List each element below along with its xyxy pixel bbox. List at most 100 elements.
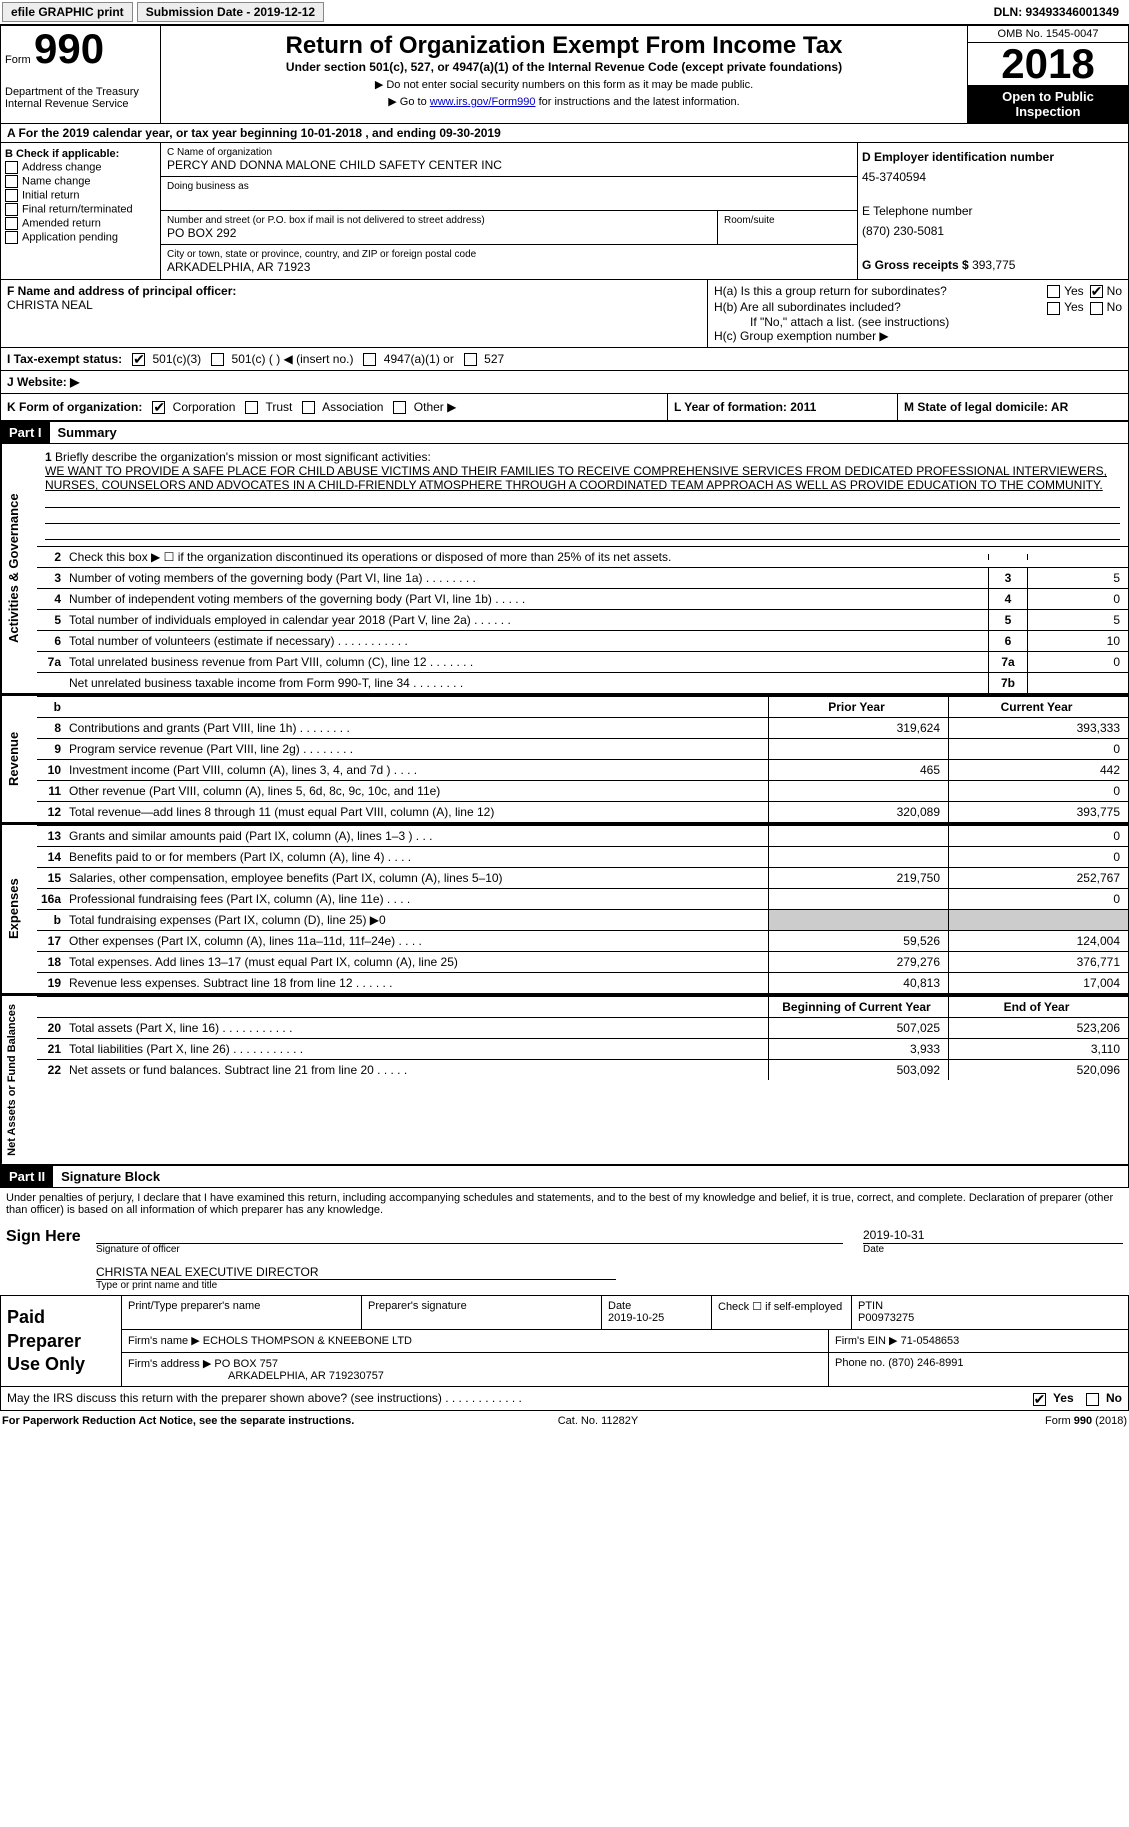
c-label: C Name of organization — [167, 147, 851, 158]
city-box: City or town, state or province, country… — [161, 245, 857, 278]
data-row: 11Other revenue (Part VIII, column (A), … — [37, 780, 1128, 801]
cb-corporation[interactable]: Corporation — [152, 400, 235, 414]
sig-officer-label: Signature of officer — [96, 1244, 843, 1255]
part2-title: Signature Block — [53, 1166, 168, 1187]
header-note-2: ▶ Go to www.irs.gov/Form990 for instruct… — [165, 91, 963, 108]
footer-row: For Paperwork Reduction Act Notice, see … — [0, 1411, 1129, 1431]
data-row: 22Net assets or fund balances. Subtract … — [37, 1059, 1128, 1080]
ha-row: H(a) Is this a group return for subordin… — [714, 284, 1122, 298]
prior-year-hdr: Prior Year — [768, 697, 948, 717]
tax-year: 2018 — [968, 43, 1128, 85]
hb-row: H(b) Are all subordinates included? Yes … — [714, 300, 1122, 314]
cb-initial-return[interactable]: Initial return — [5, 189, 156, 202]
mission-label: Briefly describe the organization's miss… — [55, 450, 431, 464]
open-to-public: Open to Public Inspection — [968, 85, 1128, 123]
prep-date: Date2019-10-25 — [601, 1296, 711, 1329]
side-exp: Expenses — [1, 825, 37, 993]
data-row: bTotal fundraising expenses (Part IX, co… — [37, 909, 1128, 930]
cb-501c[interactable]: 501(c) ( ) ◀ (insert no.) — [211, 352, 353, 366]
data-row: 14Benefits paid to or for members (Part … — [37, 846, 1128, 867]
top-bar: efile GRAPHIC print Submission Date - 20… — [0, 0, 1129, 25]
discuss-no[interactable]: No — [1086, 1391, 1122, 1405]
mission-n: 1 — [45, 450, 52, 464]
data-row: 8Contributions and grants (Part VIII, li… — [37, 717, 1128, 738]
data-row: 18Total expenses. Add lines 13–17 (must … — [37, 951, 1128, 972]
i-label: I Tax-exempt status: — [7, 352, 122, 366]
b-label: B Check if applicable: — [5, 148, 156, 160]
side-ag: Activities & Governance — [1, 444, 37, 693]
form-title: Return of Organization Exempt From Incom… — [165, 30, 963, 60]
cb-address-change[interactable]: Address change — [5, 161, 156, 174]
summary-row: 3Number of voting members of the governi… — [37, 567, 1128, 588]
note2-pre: ▶ Go to — [388, 96, 429, 108]
cb-527[interactable]: 527 — [464, 352, 504, 366]
submission-date-button[interactable]: Submission Date - 2019-12-12 — [137, 2, 324, 22]
prep-name-hdr: Print/Type preparer's name — [121, 1296, 361, 1329]
data-row: 17Other expenses (Part IX, column (A), l… — [37, 930, 1128, 951]
efile-print-button[interactable]: efile GRAPHIC print — [2, 2, 133, 22]
m-state: M State of legal domicile: AR — [898, 394, 1128, 420]
data-row: 12Total revenue—add lines 8 through 11 (… — [37, 801, 1128, 822]
cb-application-pending[interactable]: Application pending — [5, 231, 156, 244]
hb-yes[interactable]: Yes — [1047, 300, 1084, 314]
data-row: 13Grants and similar amounts paid (Part … — [37, 825, 1128, 846]
sig-date: 2019-10-31 — [863, 1228, 1123, 1244]
dba-label: Doing business as — [167, 181, 851, 192]
hb-no[interactable]: No — [1090, 300, 1122, 314]
e-label: E Telephone number — [862, 201, 1124, 221]
cb-501c3[interactable]: 501(c)(3) — [132, 352, 201, 366]
footer-right: Form 990 (2018) — [1045, 1415, 1127, 1427]
k-row: K Form of organization: Corporation Trus… — [1, 394, 668, 420]
cb-trust[interactable]: Trust — [245, 400, 292, 414]
addr-label: Number and street (or P.O. box if mail i… — [167, 215, 711, 226]
firm-address: Firm's address ▶ PO BOX 757ARKADELPHIA, … — [121, 1353, 828, 1387]
ha-yes[interactable]: Yes — [1047, 284, 1084, 298]
cb-4947[interactable]: 4947(a)(1) or — [363, 352, 453, 366]
hdr-b: b — [37, 697, 65, 717]
part2-hdr: Part II — [1, 1166, 53, 1187]
net-assets-section: Net Assets or Fund Balances Beginning of… — [0, 994, 1129, 1165]
cb-other[interactable]: Other ▶ — [393, 400, 456, 414]
h-note: If "No," attach a list. (see instruction… — [714, 315, 1122, 329]
data-row: 16aProfessional fundraising fees (Part I… — [37, 888, 1128, 909]
org-name-box: C Name of organization PERCY AND DONNA M… — [161, 143, 857, 177]
data-row: 20Total assets (Part X, line 16) . . . .… — [37, 1017, 1128, 1038]
form-header: Form 990 Department of the Treasury Inte… — [0, 25, 1129, 124]
k-label: K Form of organization: — [7, 400, 142, 414]
cb-association[interactable]: Association — [302, 400, 383, 414]
summary-row: 7aTotal unrelated business revenue from … — [37, 651, 1128, 672]
discuss-yes[interactable]: Yes — [1033, 1391, 1074, 1405]
g-row: G Gross receipts $ 393,775 — [862, 255, 1124, 275]
paid-preparer-label: Paid Preparer Use Only — [1, 1296, 121, 1386]
side-na: Net Assets or Fund Balances — [1, 996, 37, 1164]
sign-here-block: Sign Here Signature of officer 2019-10-3… — [0, 1220, 1129, 1295]
data-row: 15Salaries, other compensation, employee… — [37, 867, 1128, 888]
form-number: 990 — [34, 25, 104, 72]
entity-section: B Check if applicable: Address change Na… — [0, 143, 1129, 279]
dba-box: Doing business as — [161, 177, 857, 211]
f-label: F Name and address of principal officer: — [7, 284, 701, 298]
ha-no[interactable]: No — [1090, 284, 1122, 298]
irs-link[interactable]: www.irs.gov/Form990 — [430, 96, 536, 108]
data-row: 21Total liabilities (Part X, line 26) . … — [37, 1038, 1128, 1059]
cb-name-change[interactable]: Name change — [5, 175, 156, 188]
discuss-row: May the IRS discuss this return with the… — [0, 1387, 1129, 1410]
cb-amended-return[interactable]: Amended return — [5, 217, 156, 230]
period-row: A For the 2019 calendar year, or tax yea… — [0, 124, 1129, 143]
addr-box: Number and street (or P.O. box if mail i… — [161, 211, 717, 244]
officer-group-section: F Name and address of principal officer:… — [0, 279, 1129, 347]
firm-name: Firm's name ▶ ECHOLS THOMPSON & KNEEBONE… — [121, 1330, 828, 1352]
hc-row: H(c) Group exemption number ▶ — [714, 329, 1122, 343]
mission-block: 1 Briefly describe the organization's mi… — [37, 444, 1128, 546]
summary-row: 2Check this box ▶ ☐ if the organization … — [37, 546, 1128, 567]
form-subtitle: Under section 501(c), 527, or 4947(a)(1)… — [165, 60, 963, 74]
tax-status-row: I Tax-exempt status: 501(c)(3) 501(c) ( … — [0, 347, 1129, 371]
prep-self-employed[interactable]: Check ☐ if self-employed — [711, 1296, 851, 1329]
cb-final-return[interactable]: Final return/terminated — [5, 203, 156, 216]
sign-here-label: Sign Here — [0, 1220, 90, 1295]
expenses-section: Expenses 13Grants and similar amounts pa… — [0, 823, 1129, 994]
sig-declaration: Under penalties of perjury, I declare th… — [0, 1188, 1129, 1220]
city-value: ARKADELPHIA, AR 71923 — [167, 260, 851, 274]
room-label: Room/suite — [724, 215, 851, 226]
prep-ptin: PTINP00973275 — [851, 1296, 1128, 1329]
